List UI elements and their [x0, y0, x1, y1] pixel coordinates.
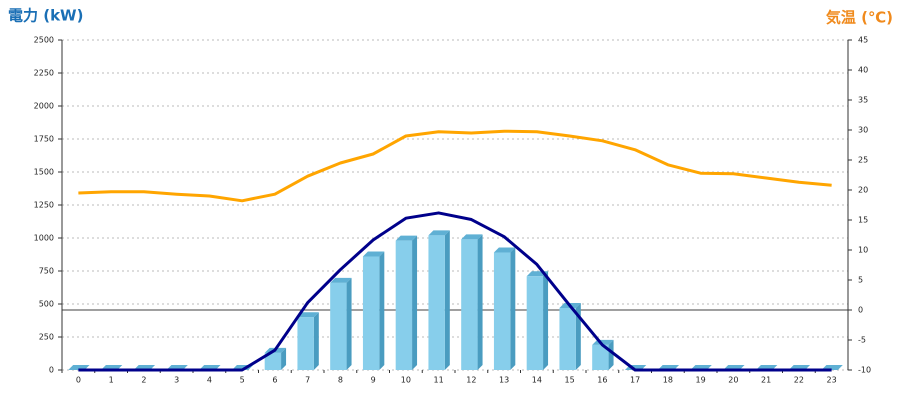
x-tick-label: 21 — [761, 376, 771, 385]
y-tick-label: 2500 — [34, 36, 54, 45]
x-tick-label: 19 — [696, 376, 706, 385]
bar-side — [281, 347, 287, 370]
line — [78, 211, 832, 372]
x-tick-label: 6 — [272, 376, 277, 385]
x-tick-label: 1 — [109, 376, 114, 385]
y2-tick-label: 45 — [858, 36, 868, 45]
bar-top — [362, 251, 385, 257]
y2-tick-label: 20 — [858, 186, 868, 195]
y2-tick-label: 15 — [858, 216, 868, 225]
bar — [493, 252, 511, 370]
x-tick-label: 12 — [466, 376, 476, 385]
bar — [264, 352, 282, 370]
y2-tick-label: 25 — [858, 156, 868, 165]
bar — [461, 239, 478, 370]
y2-tick-label: 0 — [858, 306, 863, 315]
bar-side — [608, 339, 614, 370]
bar-top — [428, 230, 450, 236]
bar-top — [297, 312, 319, 318]
y2-axis-title: 気温 (℃) — [826, 9, 893, 27]
y-tick-label: 500 — [39, 300, 54, 309]
bar-top — [330, 277, 352, 283]
bar — [330, 282, 347, 370]
bar-side — [444, 230, 450, 370]
x-tick-label: 4 — [207, 376, 212, 385]
bar — [592, 344, 609, 370]
bar-side — [313, 312, 319, 370]
y-tick-label: 1500 — [34, 168, 54, 177]
bar-side — [346, 277, 352, 370]
line — [78, 129, 832, 203]
y2-tick-label: 10 — [858, 246, 868, 255]
bar-side — [477, 234, 483, 370]
x-tick-label: 22 — [794, 376, 804, 385]
y-tick-label: 250 — [39, 333, 54, 342]
x-tick-label: 23 — [827, 376, 837, 385]
y2-tick-label: 35 — [858, 96, 868, 105]
y2-tick-label: 40 — [858, 66, 868, 75]
y-tick-label: 1000 — [34, 234, 54, 243]
y2-tick-label: 5 — [858, 276, 863, 285]
bar — [526, 276, 544, 370]
y2-tick-label: -5 — [858, 336, 866, 345]
y-axis-title: 電力 (kW) — [8, 7, 83, 25]
bar-side — [379, 251, 385, 370]
bar — [362, 256, 380, 370]
x-tick-label: 2 — [141, 376, 146, 385]
y-tick-label: 750 — [39, 267, 54, 276]
bar — [428, 235, 445, 370]
x-tick-label: 7 — [305, 376, 310, 385]
y-tick-label: 0 — [49, 366, 54, 375]
y2-tick-label: 30 — [858, 126, 868, 135]
bar-top — [395, 235, 418, 241]
bar-side — [510, 247, 516, 370]
bar-top — [461, 234, 483, 240]
y-tick-label: 1250 — [34, 201, 54, 210]
bar-side — [543, 271, 549, 370]
y-tick-label: 1750 — [34, 135, 54, 144]
x-tick-label: 13 — [499, 376, 509, 385]
bar-side — [412, 235, 418, 370]
x-tick-label: 17 — [630, 376, 640, 385]
y-tick-label: 2250 — [34, 69, 54, 78]
x-tick-label: 16 — [597, 376, 607, 385]
x-tick-label: 8 — [338, 376, 343, 385]
x-tick-label: 5 — [240, 376, 245, 385]
x-tick-label: 18 — [663, 376, 673, 385]
bar — [559, 307, 576, 370]
bar-top — [493, 247, 516, 253]
x-tick-label: 3 — [174, 376, 179, 385]
x-tick-label: 15 — [565, 376, 575, 385]
y2-tick-label: -10 — [858, 366, 871, 375]
y-tick-label: 2000 — [34, 102, 54, 111]
bar — [297, 317, 314, 370]
x-tick-label: 0 — [76, 376, 81, 385]
x-tick-label: 9 — [371, 376, 376, 385]
bar — [395, 240, 413, 370]
bar-side — [575, 302, 581, 370]
x-tick-label: 14 — [532, 376, 542, 385]
x-tick-label: 10 — [401, 376, 411, 385]
x-tick-label: 20 — [728, 376, 738, 385]
x-tick-label: 11 — [434, 376, 444, 385]
